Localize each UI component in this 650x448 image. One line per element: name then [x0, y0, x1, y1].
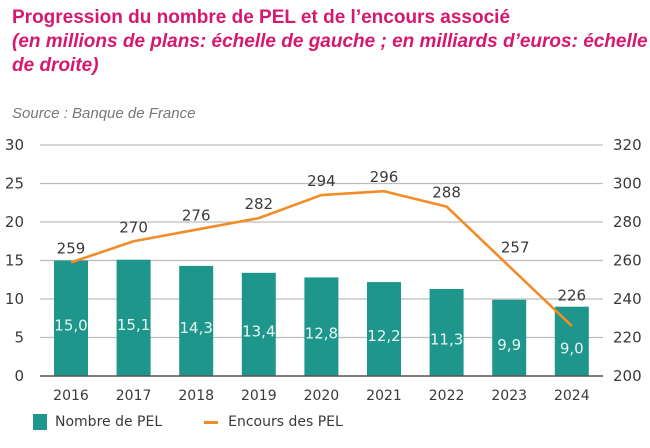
- line-value-label: 276: [182, 207, 211, 225]
- y-right-tick-label: 300: [613, 175, 642, 193]
- y-left-tick-label: 25: [5, 175, 24, 193]
- bar: [429, 288, 464, 376]
- y-right-tick-label: 320: [613, 136, 642, 154]
- x-tick-label: 2019: [241, 388, 277, 404]
- line-value-label: 259: [57, 239, 86, 257]
- y-left-tick-label: 10: [5, 290, 24, 308]
- line-series: [70, 189, 573, 327]
- x-tick-label: 2024: [554, 388, 590, 404]
- bar: [54, 260, 88, 376]
- bar: [367, 282, 401, 376]
- legend-label: Nombre de PEL: [55, 414, 163, 430]
- chart-subtitle: (en millions de plans: échelle de gauche…: [12, 31, 648, 76]
- left-y-axis: 0 5 10 15 20 25 30: [5, 136, 24, 385]
- bar: [116, 259, 151, 376]
- y-left-tick-label: 15: [5, 252, 24, 270]
- x-tick-label: 2020: [304, 388, 340, 404]
- x-tick-label: 2022: [429, 388, 465, 404]
- bar-value-label: 9,0: [560, 339, 584, 357]
- y-right-tick-label: 240: [613, 290, 642, 308]
- y-right-tick-label: 280: [613, 213, 642, 231]
- chart-source: Source : Banque de France: [12, 105, 196, 122]
- line-value-label: 296: [370, 168, 399, 186]
- x-tick-label: 2016: [53, 388, 89, 404]
- x-tick-label: 2018: [178, 388, 214, 404]
- bar-value-label: 12,2: [367, 327, 400, 345]
- legend-item-nombre-pel: Nombre de PEL: [33, 414, 162, 430]
- y-right-tick-label: 220: [613, 329, 642, 347]
- y-left-tick-label: 20: [5, 213, 24, 231]
- bar-value-label: 14,3: [179, 319, 212, 337]
- y-left-tick-label: 5: [14, 329, 24, 347]
- legend-swatch-line: [204, 420, 219, 424]
- x-tick-label: 2021: [366, 388, 402, 404]
- y-left-tick-label: 30: [5, 136, 24, 154]
- legend-label: Encours des PEL: [228, 414, 343, 430]
- line-value-label: 282: [244, 195, 273, 213]
- bar-value-label: 12,8: [305, 325, 338, 343]
- bar: [241, 272, 276, 376]
- line-value-label: 288: [432, 184, 461, 202]
- y-right-tick-label: 260: [613, 252, 642, 270]
- legend-item-encours-pel: Encours des PEL: [204, 414, 343, 430]
- bar: [304, 277, 339, 376]
- y-left-tick-label: 0: [14, 367, 24, 385]
- bar-value-label: 11,3: [430, 330, 463, 348]
- line-value-label: 257: [501, 238, 530, 256]
- line-value-label: 294: [307, 172, 336, 190]
- x-axis: 2016 2017 2018 2019 2020 2021 2022 2023 2024: [40, 375, 603, 404]
- bar-data-labels: 15,0 15,1 14,3 13,4 12,8 12,2 11,3 9,9 9,0: [54, 316, 583, 357]
- bar-value-label: 13,4: [242, 322, 275, 340]
- bar-value-label: 15,0: [54, 316, 87, 334]
- line-value-label: 226: [557, 287, 586, 305]
- x-tick-label: 2017: [116, 388, 152, 404]
- line-data-labels: 259 270 276 282 294 296 288 257 226: [57, 168, 586, 305]
- bar: [179, 265, 214, 376]
- x-tick-label: 2023: [491, 388, 527, 404]
- bar-value-label: 15,1: [117, 316, 150, 334]
- bar-value-label: 9,9: [497, 336, 521, 354]
- line-value-label: 270: [119, 218, 148, 236]
- legend-swatch-bar: [33, 414, 47, 430]
- bar: [554, 306, 589, 376]
- bar: [492, 299, 527, 376]
- chart-legend: Nombre de PEL Encours des PEL: [33, 414, 385, 430]
- right-y-axis: 200 220 240 260 280 300 320: [613, 136, 642, 385]
- y-right-tick-label: 200: [613, 367, 642, 385]
- chart-title: Progression du nombre de PEL et de l’enc…: [12, 7, 511, 28]
- bar-series: [54, 259, 589, 376]
